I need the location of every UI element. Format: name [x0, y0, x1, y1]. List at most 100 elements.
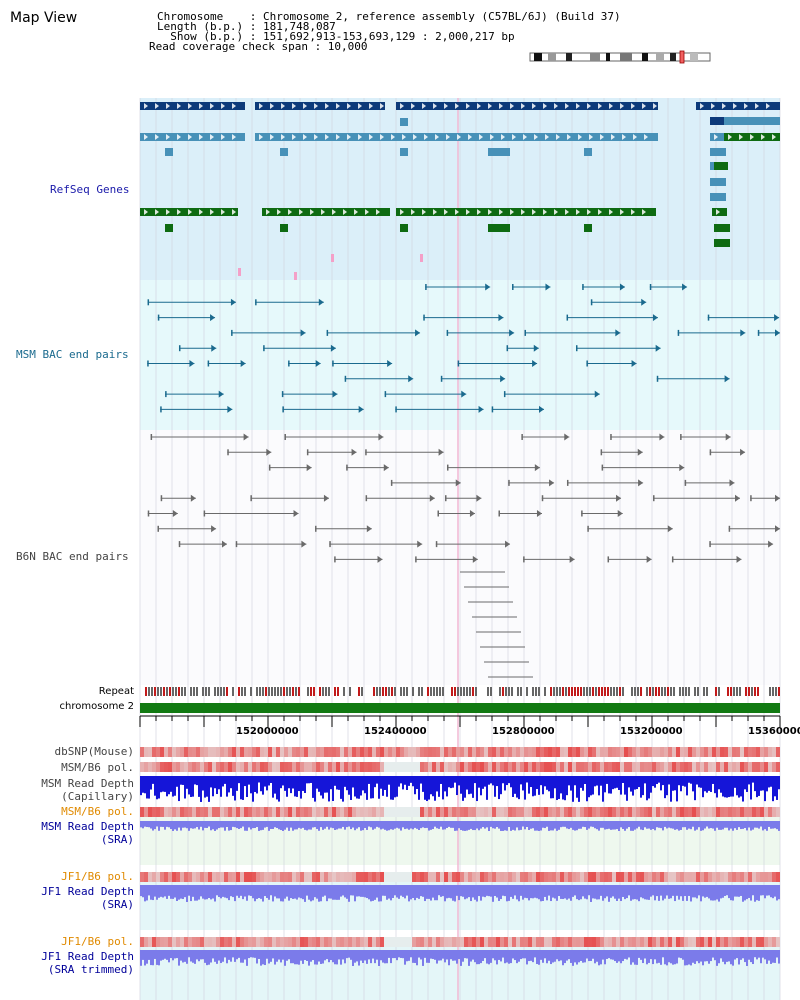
read-depth-bar	[314, 950, 316, 965]
read-depth-bar	[308, 950, 310, 966]
read-depth-bar	[392, 821, 394, 830]
read-depth-bar	[146, 776, 148, 799]
heatmap-cell	[536, 807, 540, 817]
read-depth-bar	[228, 821, 230, 831]
read-depth-bar	[674, 950, 676, 965]
read-depth-bar	[156, 821, 158, 827]
read-depth-bar	[660, 950, 662, 965]
read-depth-bar	[356, 776, 358, 799]
read-depth-bar	[332, 885, 334, 900]
read-depth-bar	[748, 776, 750, 785]
heatmap-cell	[584, 872, 588, 882]
read-depth-bar	[140, 885, 142, 897]
heatmap-cell	[368, 807, 372, 817]
read-depth-bar	[290, 821, 292, 828]
read-depth-bar	[718, 821, 720, 830]
read-depth-bar	[760, 950, 762, 964]
repeat-element	[226, 687, 228, 696]
repeat-element	[454, 687, 456, 696]
read-depth-bar	[614, 885, 616, 899]
read-depth-bar	[584, 885, 586, 899]
heatmap-cell	[352, 937, 356, 947]
heatmap-cell	[688, 872, 692, 882]
heatmap-cell	[172, 937, 176, 947]
heatmap-cell	[676, 807, 680, 817]
heatmap-cell	[208, 747, 212, 757]
read-depth-bar	[200, 950, 202, 960]
heatmap-cell	[720, 937, 724, 947]
read-depth-bar	[562, 776, 564, 800]
read-depth-bar	[204, 885, 206, 900]
b6n-bac-end	[534, 464, 540, 472]
read-depth-bar	[484, 776, 486, 787]
read-depth-bar	[690, 885, 692, 902]
read-depth-bar	[446, 821, 448, 828]
heatmap-cell	[736, 747, 740, 757]
read-depth-bar	[668, 950, 670, 963]
read-depth-bar	[288, 821, 290, 831]
heatmap-cell	[360, 872, 364, 882]
b6n-bac-end	[600, 449, 603, 456]
read-depth-bar	[686, 821, 688, 830]
heatmap-cell	[604, 747, 608, 757]
heatmap-cell	[344, 747, 348, 757]
read-depth-bar	[626, 776, 628, 801]
heatmap-cell	[308, 872, 312, 882]
read-depth-bar	[754, 950, 756, 958]
read-depth-bar	[264, 821, 266, 828]
heatmap-cell	[632, 807, 636, 817]
read-depth-bar	[588, 885, 590, 896]
read-depth-bar	[442, 885, 444, 897]
heatmap-cell	[160, 807, 164, 817]
read-depth-bar	[360, 950, 362, 961]
read-depth-bar	[728, 776, 730, 798]
heatmap-cell	[192, 762, 196, 772]
msm-bac-end	[652, 314, 658, 322]
heatmap-cell	[556, 872, 560, 882]
msm-bac-end	[282, 406, 284, 413]
heatmap-cell	[204, 937, 208, 947]
repeat-element	[166, 687, 168, 696]
b6n-bac-end	[415, 556, 417, 563]
heatmap-cell	[160, 872, 164, 882]
b6n-bac-end	[437, 510, 439, 517]
heatmap-cell	[680, 747, 684, 757]
heatmap-cell	[528, 872, 532, 882]
heatmap-cell	[668, 872, 672, 882]
read-depth-bar	[208, 950, 210, 965]
read-depth-bar	[176, 885, 178, 901]
heatmap-cell	[624, 747, 628, 757]
gene-block	[262, 208, 390, 216]
read-depth-bar	[540, 776, 542, 786]
read-depth-bar	[390, 950, 392, 964]
heatmap-cell	[340, 762, 344, 772]
repeat-element	[580, 687, 582, 696]
heatmap-cell	[296, 762, 300, 772]
heatmap-cell	[492, 807, 496, 817]
read-depth-bar	[692, 776, 694, 792]
heatmap-cell	[744, 762, 748, 772]
read-depth-bar	[220, 950, 222, 964]
read-depth-bar	[216, 776, 218, 795]
heatmap-cell	[236, 807, 240, 817]
read-depth-bar	[242, 885, 244, 900]
read-depth-bar	[498, 885, 500, 901]
heatmap-cell	[708, 807, 712, 817]
read-depth-bar	[374, 885, 376, 900]
read-depth-bar	[548, 885, 550, 896]
heatmap-cell	[396, 762, 400, 772]
read-depth-bar	[286, 885, 288, 897]
heatmap-cell	[656, 762, 660, 772]
heatmap-cell	[696, 807, 700, 817]
read-depth-bar	[570, 885, 572, 901]
read-depth-bar	[506, 776, 508, 786]
heatmap-cell	[616, 872, 620, 882]
heatmap-cell	[692, 807, 696, 817]
read-depth-bar	[148, 776, 150, 799]
msm-bac-end	[500, 375, 506, 383]
heatmap-cell	[260, 872, 264, 882]
read-depth-bar	[408, 821, 410, 830]
read-depth-bar	[690, 821, 692, 830]
repeat-element	[430, 687, 432, 696]
